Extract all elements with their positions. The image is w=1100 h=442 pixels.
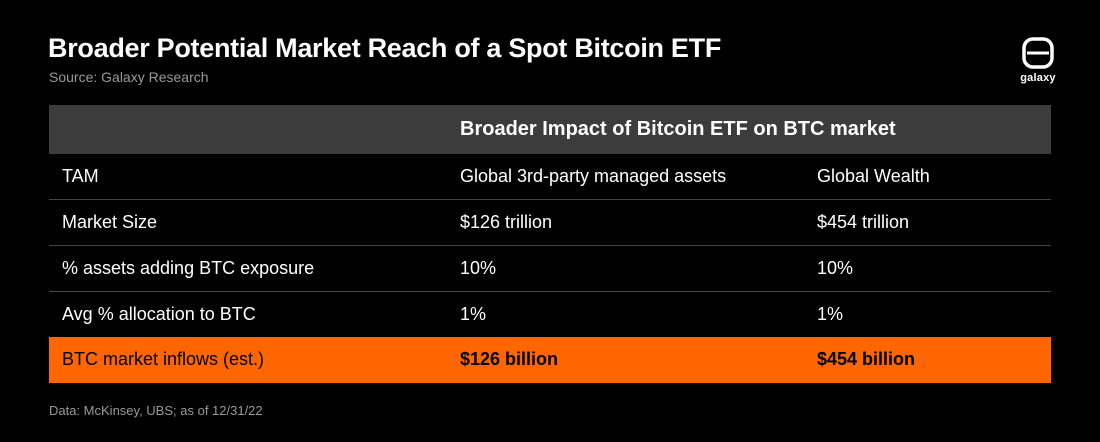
row-label: Avg % allocation to BTC <box>62 304 256 324</box>
table-row: Avg % allocation to BTC 1% 1% <box>49 292 1051 337</box>
row-value-global-wealth: 10% <box>817 258 854 278</box>
row-label: % assets adding BTC exposure <box>62 258 315 278</box>
row-value-managed-assets: Global 3rd-party managed assets <box>460 166 727 186</box>
table-column-header: Broader Impact of Bitcoin ETF on BTC mar… <box>460 118 896 140</box>
row-value-managed-assets: 1% <box>460 304 487 324</box>
chart-title: Broader Potential Market Reach of a Spot… <box>48 33 722 63</box>
highlight-row-label: BTC market inflows (est.) <box>62 349 265 369</box>
table-highlight-row: BTC market inflows (est.) $126 billion $… <box>49 337 1051 383</box>
chart-source: Source: Galaxy Research <box>49 69 209 85</box>
row-value-global-wealth: Global Wealth <box>817 166 930 186</box>
row-value-global-wealth: $454 trillion <box>817 212 910 232</box>
row-label: Market Size <box>62 212 158 232</box>
highlight-value-global-wealth: $454 billion <box>817 349 916 369</box>
highlight-value-managed-assets: $126 billion <box>460 349 559 369</box>
row-value-managed-assets: $126 trillion <box>460 212 553 232</box>
row-value-managed-assets: 10% <box>460 258 497 278</box>
galaxy-logo-text: galaxy <box>1020 72 1056 84</box>
data-footnote: Data: McKinsey, UBS; as of 12/31/22 <box>49 403 263 418</box>
galaxy-logo-icon <box>1022 37 1054 69</box>
etf-impact-table: Broader Impact of Bitcoin ETF on BTC mar… <box>49 105 1051 383</box>
galaxy-logo: galaxy <box>1012 36 1064 88</box>
table-row: % assets adding BTC exposure 10% 10% <box>49 246 1051 292</box>
table-row: Market Size $126 trillion $454 trillion <box>49 200 1051 246</box>
table-header-row: Broader Impact of Bitcoin ETF on BTC mar… <box>49 105 1051 154</box>
row-value-global-wealth: 1% <box>817 304 844 324</box>
table-row: TAM Global 3rd-party managed assets Glob… <box>49 154 1051 200</box>
row-label: TAM <box>62 166 99 186</box>
